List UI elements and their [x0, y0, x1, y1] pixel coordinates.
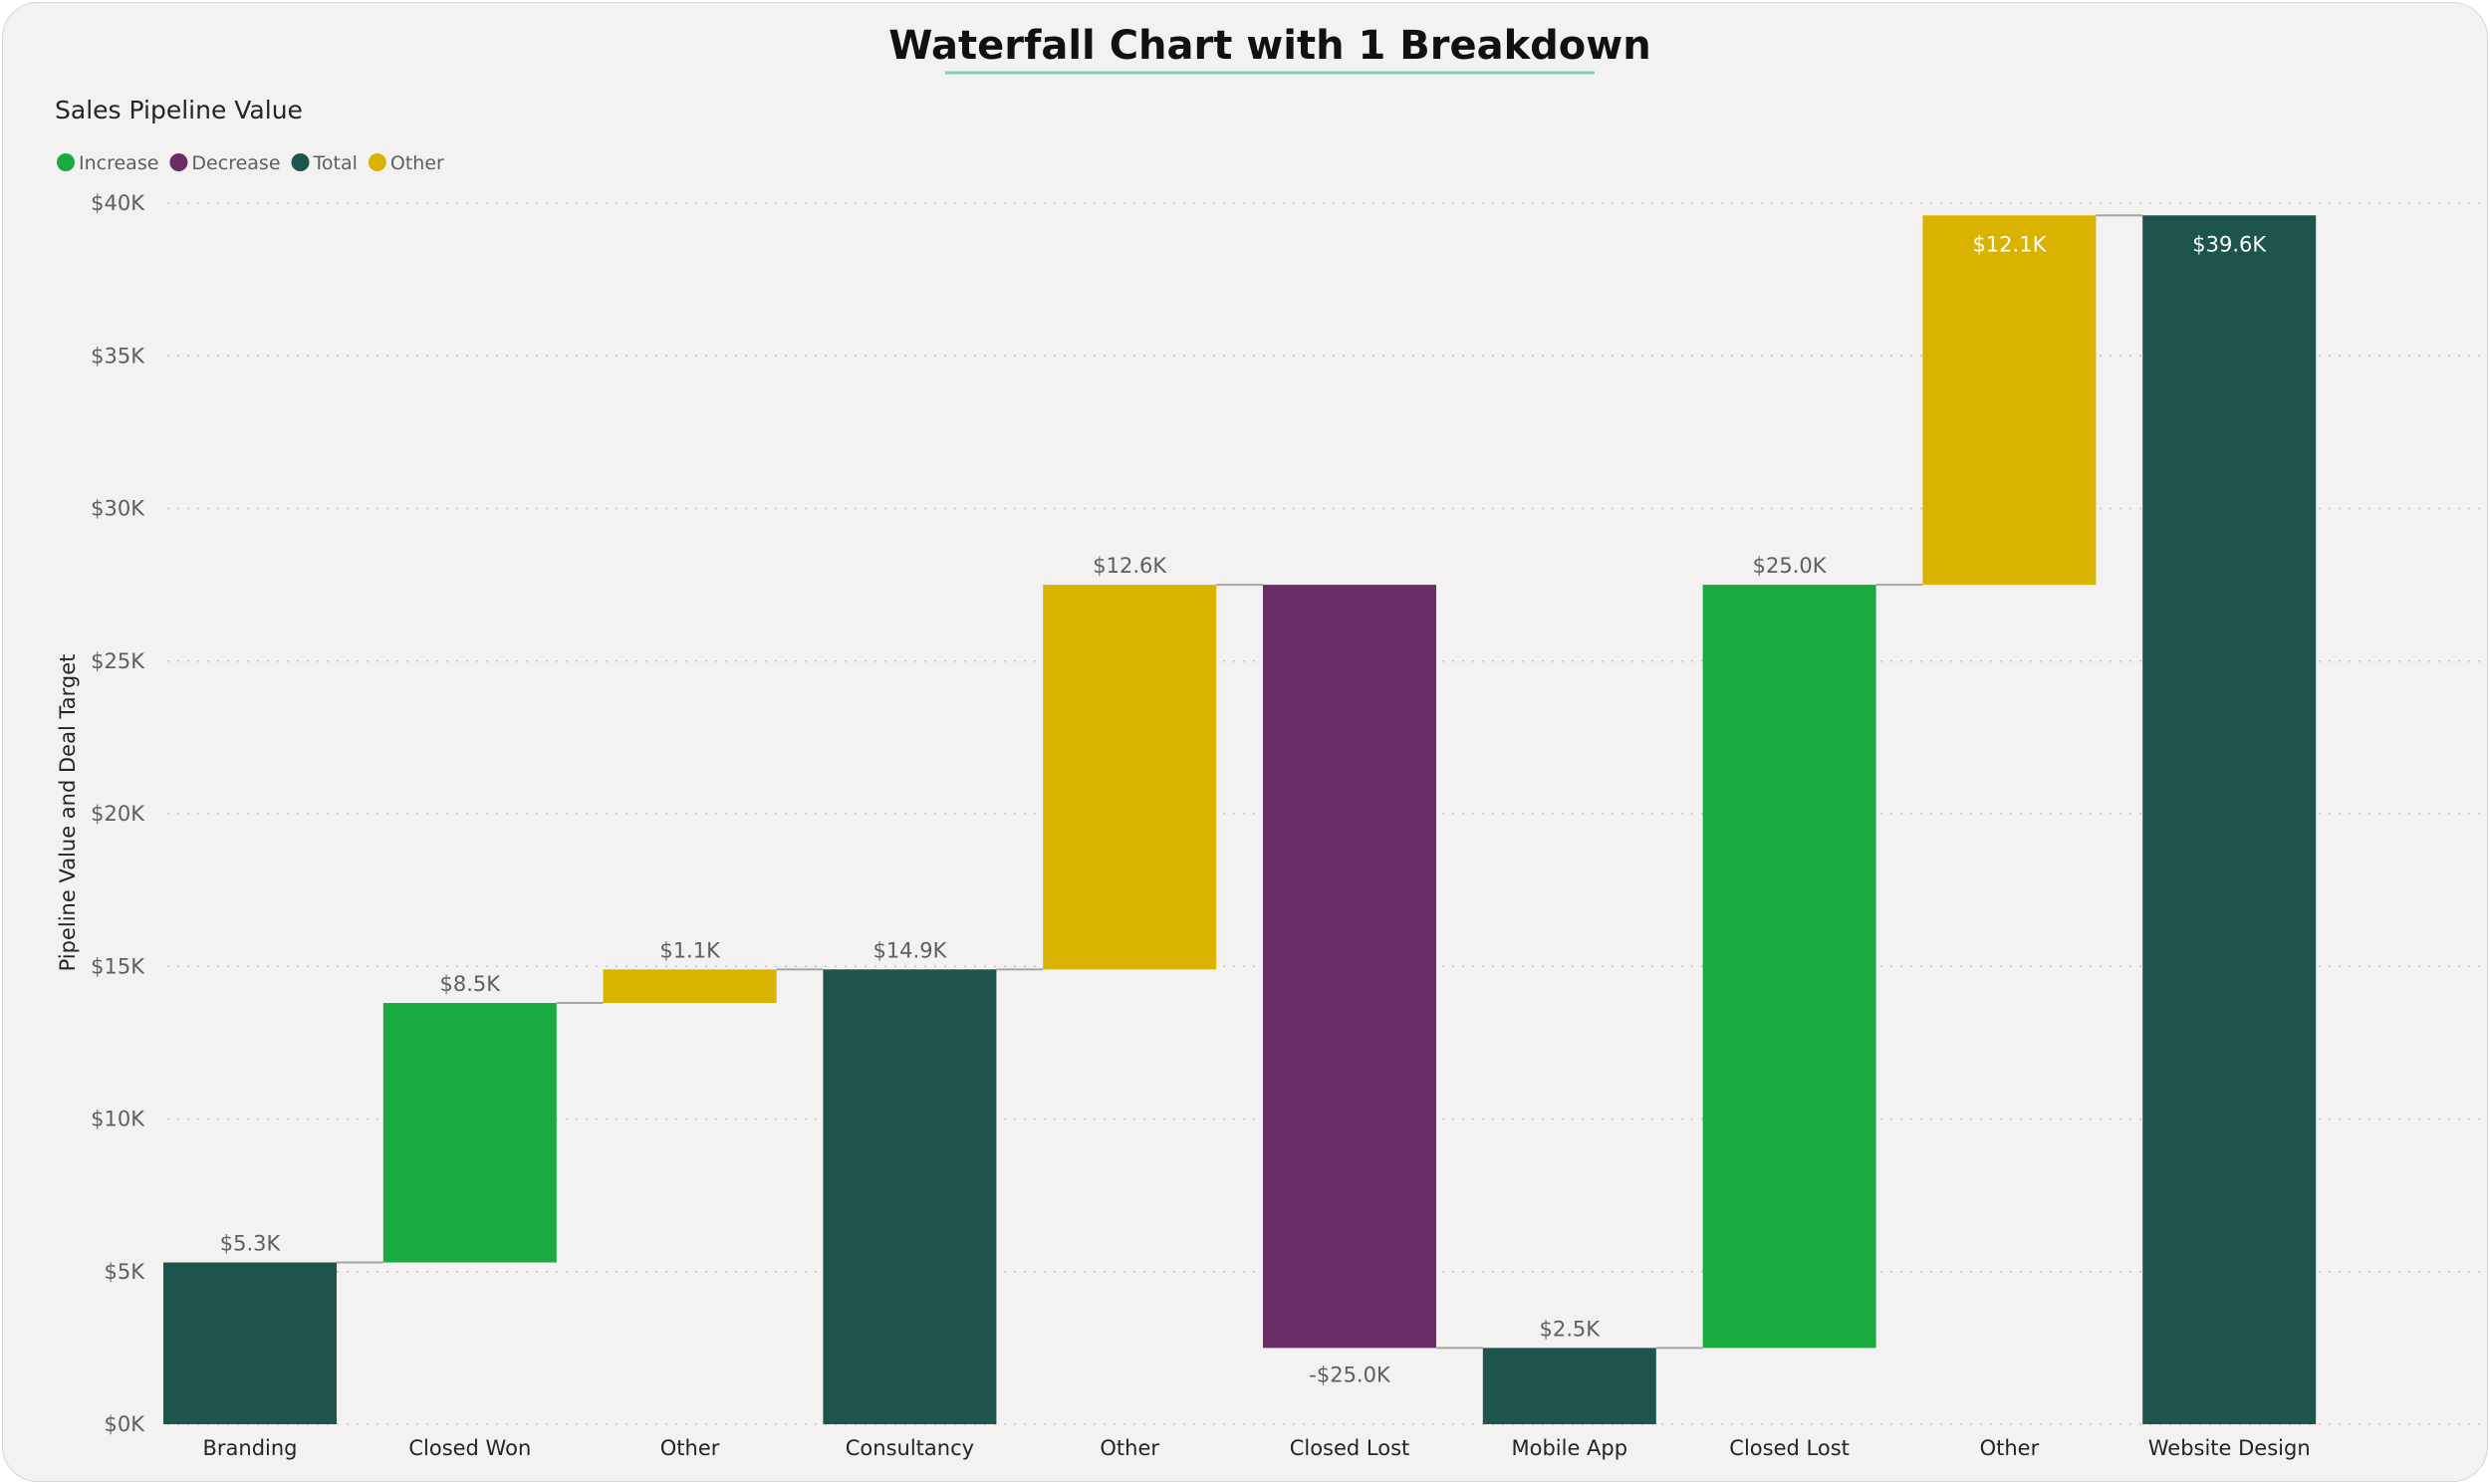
y-tick-label: $40K: [91, 191, 145, 215]
data-label: $25.0K: [1753, 554, 1828, 578]
legend: Increase Decrease Total Other: [57, 152, 444, 174]
y-tick-label: $30K: [91, 497, 145, 521]
x-tick-label: Closed Won: [408, 1436, 531, 1460]
legend-label-other: Other: [390, 152, 444, 174]
x-tick-label: Branding: [202, 1436, 297, 1460]
bar-other[interactable]: [1922, 215, 2097, 586]
data-label: $1.1K: [659, 938, 721, 962]
y-tick-label: $5K: [105, 1260, 146, 1284]
y-tick-label: $15K: [91, 954, 145, 978]
y-tick-label: $25K: [91, 649, 145, 673]
y-tick-label: $10K: [91, 1108, 145, 1131]
legend-marker-other: [368, 153, 386, 171]
x-axis: Branding Closed Won Other Consultancy Other C…: [202, 1436, 2310, 1460]
legend-label-decrease: Decrease: [191, 152, 280, 174]
value-labels: $5.3K $8.5K $1.1K $14.9K $12.6K -$25.0K $2.5K $…: [220, 232, 2268, 1386]
data-label: $12.1K: [1972, 232, 2047, 256]
chart-title: Waterfall Chart with 1 Breakdown: [888, 23, 1650, 69]
data-label: $12.6K: [1093, 554, 1167, 578]
x-tick-label: Website Design: [2148, 1436, 2311, 1460]
data-label: $2.5K: [1540, 1317, 1602, 1341]
bar-increase[interactable]: [1702, 585, 1876, 1349]
data-label: $8.5K: [440, 972, 502, 996]
bar-total[interactable]: [163, 1262, 337, 1424]
connector-lines: [337, 214, 2143, 1350]
y-axis-label: Pipeline Value and Deal Target: [56, 654, 80, 972]
bar-total[interactable]: [823, 969, 997, 1424]
y-tick-label: $35K: [91, 344, 145, 368]
legend-marker-total: [291, 153, 310, 171]
data-label: $39.6K: [2192, 232, 2267, 256]
bar-increase[interactable]: [382, 1003, 557, 1263]
data-label: -$25.0K: [1309, 1362, 1391, 1386]
legend-label-increase: Increase: [79, 152, 158, 174]
x-tick-label: Other: [660, 1436, 720, 1460]
x-tick-label: Consultancy: [846, 1436, 974, 1460]
data-label: $14.9K: [872, 938, 947, 962]
bar-total[interactable]: [2142, 215, 2317, 1424]
waterfall-chart: Waterfall Chart with 1 Breakdown Sales P…: [55, 23, 2487, 1460]
gridlines: [167, 202, 2487, 1425]
legend-marker-increase: [57, 153, 75, 171]
legend-label-total: Total: [313, 152, 358, 174]
x-tick-label: Closed Lost: [1729, 1436, 1850, 1460]
bar-other[interactable]: [603, 969, 777, 1004]
bar-other[interactable]: [1043, 585, 1217, 970]
bars: [163, 215, 2317, 1424]
data-label: $5.3K: [220, 1232, 282, 1256]
legend-marker-decrease: [169, 153, 188, 171]
bar-decrease[interactable]: [1263, 585, 1436, 1349]
x-tick-label: Other: [1100, 1436, 1159, 1460]
bar-total[interactable]: [1482, 1348, 1656, 1424]
x-tick-label: Closed Lost: [1290, 1436, 1410, 1460]
y-axis: $0K $5K $10K $15K $20K $25K $30K $35K $40K: [91, 191, 145, 1436]
y-tick-label: $0K: [105, 1412, 146, 1436]
x-tick-label: Mobile App: [1512, 1436, 1628, 1460]
chart-subtitle: Sales Pipeline Value: [55, 96, 303, 124]
x-tick-label: Other: [1980, 1436, 2040, 1460]
y-tick-label: $20K: [91, 802, 145, 826]
